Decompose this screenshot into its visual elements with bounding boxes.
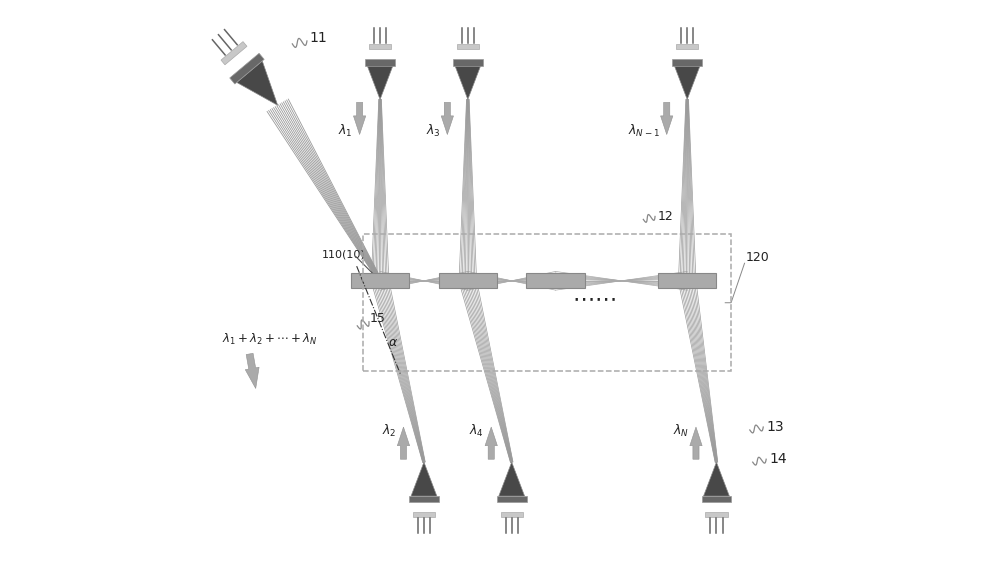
Polygon shape <box>413 512 435 517</box>
Text: $\lambda_1+\lambda_2+\cdots+\lambda_N$: $\lambda_1+\lambda_2+\cdots+\lambda_N$ <box>222 332 318 347</box>
Text: $\lambda_3$: $\lambda_3$ <box>426 123 440 139</box>
Polygon shape <box>411 462 437 496</box>
Polygon shape <box>501 512 523 517</box>
Polygon shape <box>237 61 278 105</box>
Text: 110(10): 110(10) <box>322 249 365 260</box>
Polygon shape <box>367 66 393 99</box>
Polygon shape <box>705 512 728 517</box>
Text: 12: 12 <box>658 210 674 223</box>
Text: $\lambda_2$: $\lambda_2$ <box>382 422 396 439</box>
Polygon shape <box>397 427 410 459</box>
Polygon shape <box>704 462 729 496</box>
Polygon shape <box>365 60 395 66</box>
Polygon shape <box>409 496 439 502</box>
Polygon shape <box>690 427 702 459</box>
Text: 11: 11 <box>310 31 328 45</box>
Polygon shape <box>499 462 525 496</box>
FancyBboxPatch shape <box>658 273 716 288</box>
Text: $\lambda_1$: $\lambda_1$ <box>338 123 353 139</box>
Text: 13: 13 <box>766 420 784 434</box>
Text: $\alpha$: $\alpha$ <box>388 336 399 349</box>
Polygon shape <box>221 42 247 65</box>
Bar <box>363 234 731 371</box>
Text: 14: 14 <box>769 452 787 466</box>
Polygon shape <box>457 44 479 49</box>
Polygon shape <box>455 66 481 99</box>
Text: $\cdots\cdots$: $\cdots\cdots$ <box>572 288 616 308</box>
FancyBboxPatch shape <box>351 273 409 288</box>
Polygon shape <box>453 60 483 66</box>
Text: $\lambda_{N-1}$: $\lambda_{N-1}$ <box>628 123 660 139</box>
Polygon shape <box>230 53 264 84</box>
Polygon shape <box>497 496 527 502</box>
Text: 120: 120 <box>746 251 769 264</box>
FancyBboxPatch shape <box>439 273 497 288</box>
Polygon shape <box>441 102 453 135</box>
Polygon shape <box>245 353 259 388</box>
Polygon shape <box>672 60 702 66</box>
Text: 15: 15 <box>370 312 386 325</box>
Text: $\lambda_4$: $\lambda_4$ <box>469 422 484 439</box>
Polygon shape <box>353 102 366 135</box>
FancyBboxPatch shape <box>526 273 585 288</box>
Text: $\lambda_N$: $\lambda_N$ <box>673 422 689 439</box>
Polygon shape <box>676 44 698 49</box>
Polygon shape <box>661 102 673 135</box>
Polygon shape <box>369 44 391 49</box>
Polygon shape <box>702 496 731 502</box>
Polygon shape <box>485 427 497 459</box>
Polygon shape <box>674 66 700 99</box>
